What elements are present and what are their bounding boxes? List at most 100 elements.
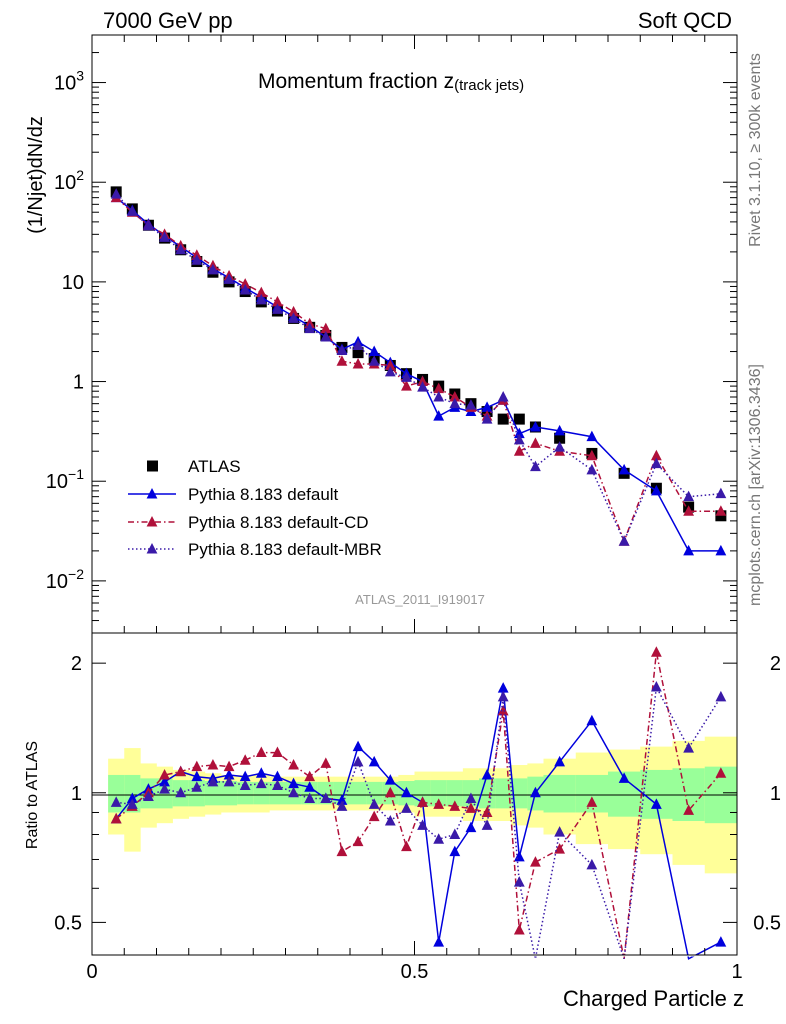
data-point [288, 305, 299, 317]
data-point [352, 339, 364, 351]
data-point [368, 345, 380, 357]
data-point [159, 231, 170, 242]
ratio-point [110, 812, 122, 824]
ratio-point [554, 826, 566, 837]
ratio-point [554, 755, 566, 767]
data-point [497, 413, 509, 425]
main-y-tick-label: 10 [62, 272, 84, 294]
data-point [272, 303, 283, 314]
ratio-point [352, 835, 364, 847]
x-tick-label: 1 [731, 961, 742, 983]
ratio-point [497, 682, 509, 693]
data-point [320, 330, 332, 342]
data-point [530, 460, 541, 472]
ratio-point [191, 781, 203, 792]
ratio-point [433, 798, 445, 809]
data-point [417, 381, 428, 392]
data-point [384, 365, 396, 377]
data-point [336, 355, 348, 366]
data-point [239, 283, 251, 295]
ratio-point [513, 876, 525, 887]
ratio-y-tick-label-right: 0.5 [753, 912, 781, 934]
ratio-ylabel: Ratio to ATLAS [24, 741, 41, 849]
data-point [618, 535, 630, 546]
ratio-y-tick-label-right: 1 [770, 783, 781, 805]
data-point [368, 355, 380, 366]
data-point [554, 441, 566, 452]
uncertainty-band-green [366, 781, 383, 805]
ratio-point [352, 740, 364, 752]
data-point [433, 382, 445, 394]
ratio-point [513, 924, 525, 935]
uncertainty-band-green [188, 780, 206, 807]
legend: ATLAS Pythia 8.183 default Pythia 8.183 de… [128, 457, 382, 559]
ratio-point [513, 850, 525, 862]
ratio-point [650, 798, 662, 809]
ratio-point [465, 802, 477, 813]
ratio-point [497, 704, 509, 716]
data-point [683, 505, 695, 516]
data-point [513, 433, 525, 445]
ratio-point [650, 646, 662, 657]
ratio-point [159, 768, 170, 780]
data-point [650, 457, 662, 469]
data-point [481, 413, 493, 424]
ratio-point [288, 777, 299, 789]
ratio-point [384, 786, 396, 798]
x-tick-label: 0 [86, 961, 97, 983]
data-point [433, 410, 445, 421]
data-point [304, 322, 316, 334]
data-point [433, 390, 445, 402]
x-axis-label: Charged Particle z [563, 986, 744, 1011]
ratio-panel: 0.5 0.5 1 1 2 2 0 0.5 1 Ratio to ATLAS Charged P… [24, 632, 781, 1011]
data-point [110, 188, 122, 199]
ratio-point [449, 800, 461, 811]
ratio-ticks: 0.5 0.5 1 1 2 2 0 0.5 1 [54, 653, 781, 983]
ratio-point [272, 779, 283, 790]
ratio-point [401, 786, 412, 798]
data-point [449, 390, 461, 402]
data-point [272, 295, 283, 307]
main-y-tick-label: 103 [54, 68, 84, 95]
main-title: Momentum fraction z(track jets) [258, 70, 524, 94]
uncertainty-band-green [640, 769, 673, 819]
uncertainty-band-green [495, 778, 512, 809]
ratio-point [336, 800, 348, 811]
data-point [554, 424, 566, 436]
main-y-tick-label: 102 [54, 167, 84, 194]
ratio-point [110, 796, 122, 807]
ratio-point [320, 792, 332, 803]
data-point [401, 380, 412, 391]
data-point [715, 544, 727, 556]
ratio-point [715, 936, 727, 947]
ratio-point [586, 796, 598, 807]
ratio-point [368, 810, 380, 822]
ratio-point [304, 781, 316, 792]
uncertainty-band-green [446, 780, 464, 807]
ratio-point [320, 757, 332, 768]
ratio-point [175, 786, 187, 798]
data-point [586, 430, 598, 442]
data-point [255, 293, 267, 305]
ratio-point [384, 774, 396, 785]
ratio-point [304, 770, 316, 782]
data-point [683, 544, 695, 556]
ratio-point [288, 759, 299, 770]
ratio-point [239, 770, 251, 782]
ratio-point [554, 843, 566, 854]
legend-marker [146, 488, 158, 499]
data-point [191, 254, 203, 265]
ratio-y-tick-label-left: 1 [71, 783, 82, 805]
legend-label: ATLAS [188, 457, 241, 476]
ratio-point [683, 742, 695, 753]
mcplots-label: mcplots.cern.ch [arXiv:1306.3436] [747, 364, 764, 606]
header-left: 7000 GeV pp [103, 8, 233, 33]
data-point [650, 484, 662, 496]
ratio-point [433, 833, 445, 844]
ratio-point [255, 777, 267, 789]
ratio-point [618, 772, 630, 783]
main-panel: 10−2 10−1 1 10 102 103 Momentum fraction z(tr… [25, 34, 738, 634]
ratio-point [368, 798, 380, 809]
ratio-point [255, 746, 267, 758]
